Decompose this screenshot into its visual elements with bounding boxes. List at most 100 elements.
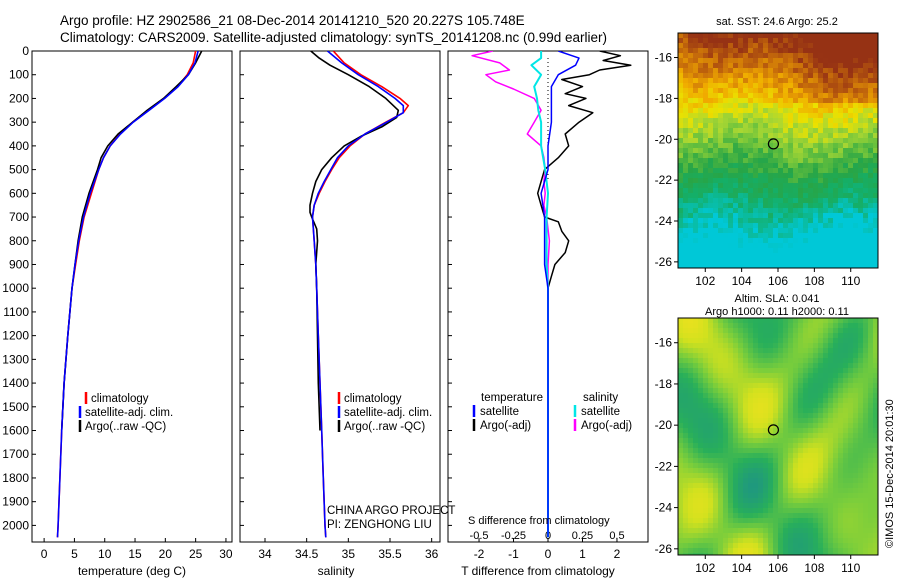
sst-cell bbox=[733, 203, 739, 209]
sla-cell bbox=[678, 423, 684, 429]
sst-cell bbox=[718, 143, 724, 149]
sst-cell bbox=[678, 183, 684, 189]
sla-cell bbox=[853, 493, 859, 499]
sst-cell bbox=[873, 98, 878, 104]
sst-cell bbox=[818, 93, 824, 99]
sla-cell bbox=[778, 473, 784, 479]
sst-cell bbox=[758, 178, 764, 184]
sst-cell bbox=[713, 148, 719, 154]
sst-cell bbox=[743, 253, 749, 259]
sst-cell bbox=[703, 98, 709, 104]
sla-cell bbox=[813, 338, 819, 344]
sla-cell bbox=[793, 413, 799, 419]
sla-cell bbox=[783, 318, 789, 324]
sla-cell bbox=[838, 483, 844, 489]
sla-cell bbox=[758, 408, 764, 414]
sla-cell bbox=[863, 388, 869, 394]
sst-cell bbox=[838, 53, 844, 59]
sst-cell bbox=[713, 183, 719, 189]
sst-cell bbox=[733, 208, 739, 214]
sst-cell bbox=[843, 253, 849, 259]
sla-cell bbox=[783, 528, 789, 534]
sla-cell bbox=[773, 378, 779, 384]
sst-cell bbox=[858, 208, 864, 214]
sst-cell bbox=[763, 213, 769, 219]
sla-cell bbox=[788, 433, 794, 439]
sst-cell bbox=[743, 218, 749, 224]
sst-cell bbox=[868, 133, 874, 139]
sst-cell bbox=[778, 143, 784, 149]
sla-cell bbox=[863, 323, 869, 329]
sla-cell bbox=[783, 438, 789, 444]
sst-cell bbox=[793, 73, 799, 79]
map-y-tick-label: -18 bbox=[655, 377, 673, 391]
sla-cell bbox=[808, 463, 814, 469]
sst-cell bbox=[683, 248, 689, 254]
sst-cell bbox=[848, 198, 854, 204]
sst-cell bbox=[733, 88, 739, 94]
sla-cell bbox=[813, 483, 819, 489]
sla-cell bbox=[808, 478, 814, 484]
sst-cell bbox=[713, 48, 719, 54]
sst-cell bbox=[773, 208, 779, 214]
sst-cell bbox=[683, 68, 689, 74]
sst-cell bbox=[733, 128, 739, 134]
sla-cell bbox=[828, 338, 834, 344]
sla-cell bbox=[868, 343, 874, 349]
sla-cell bbox=[873, 373, 878, 379]
sst-cell bbox=[803, 43, 809, 49]
sla-cell bbox=[748, 498, 754, 504]
sst-cell bbox=[853, 103, 859, 109]
sst-cell bbox=[788, 198, 794, 204]
sst-cell bbox=[688, 163, 694, 169]
sla-cell bbox=[873, 488, 878, 494]
sla-cell bbox=[693, 473, 699, 479]
sst-cell bbox=[758, 233, 764, 239]
sla-cell bbox=[863, 553, 869, 555]
sla-cell bbox=[823, 328, 829, 334]
sst-cell bbox=[773, 248, 779, 254]
sla-cell bbox=[778, 378, 784, 384]
sla-cell bbox=[678, 503, 684, 509]
sla-cell bbox=[773, 488, 779, 494]
sst-cell bbox=[773, 168, 779, 174]
sst-cell bbox=[863, 138, 869, 144]
sla-cell bbox=[748, 353, 754, 359]
sla-cell bbox=[688, 453, 694, 459]
sla-cell bbox=[843, 368, 849, 374]
sst-cell bbox=[863, 88, 869, 94]
sla-cell bbox=[798, 398, 804, 404]
sla-cell bbox=[763, 388, 769, 394]
sla-cell bbox=[833, 493, 839, 499]
sst-cell bbox=[773, 183, 779, 189]
sla-cell bbox=[708, 463, 714, 469]
sla-cell bbox=[843, 458, 849, 464]
sla-cell bbox=[793, 398, 799, 404]
sst-cell bbox=[678, 158, 684, 164]
sst-cell bbox=[843, 263, 849, 268]
sla-cell bbox=[858, 523, 864, 529]
sla-cell bbox=[728, 478, 734, 484]
sla-cell bbox=[738, 318, 744, 324]
sst-cell bbox=[833, 248, 839, 254]
sla-cell bbox=[813, 333, 819, 339]
sst-cell bbox=[733, 43, 739, 49]
sst-cell bbox=[818, 138, 824, 144]
sla-cell bbox=[788, 338, 794, 344]
sla-cell bbox=[678, 508, 684, 514]
sla-cell bbox=[813, 368, 819, 374]
sla-cell bbox=[683, 528, 689, 534]
sla-cell bbox=[853, 533, 859, 539]
sst-cell bbox=[783, 38, 789, 44]
sst-cell bbox=[703, 43, 709, 49]
sla-cell bbox=[823, 343, 829, 349]
sla-cell bbox=[803, 498, 809, 504]
sst-cell bbox=[683, 228, 689, 234]
sst-cell bbox=[708, 243, 714, 249]
sla-cell bbox=[843, 393, 849, 399]
sla-cell bbox=[743, 553, 749, 555]
sla-cell bbox=[808, 438, 814, 444]
sst-cell bbox=[863, 173, 869, 179]
sla-cell bbox=[838, 423, 844, 429]
sla-cell bbox=[683, 458, 689, 464]
